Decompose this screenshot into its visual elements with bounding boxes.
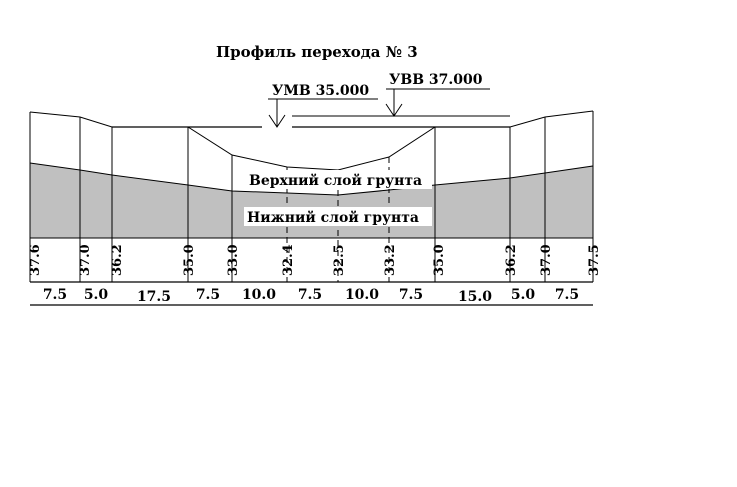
distance-label: 5.0 — [511, 287, 536, 303]
distance-label: 10.0 — [345, 287, 379, 303]
distance-table — [30, 281, 593, 306]
lower-layer-label: Нижний слой грунта — [247, 209, 419, 226]
distance-label: 7.5 — [43, 287, 67, 303]
elevation-label: 35.0 — [432, 244, 447, 276]
distance-label: 15.0 — [458, 289, 492, 305]
elevation-label: 37.0 — [539, 244, 554, 276]
elevation-label: 35.0 — [182, 244, 197, 276]
elevation-label: 33.2 — [383, 244, 398, 276]
ground-surface-line — [29, 110, 594, 171]
elevation-label: 37.6 — [28, 244, 43, 276]
elevation-label: 33.0 — [226, 244, 241, 276]
distance-label: 7.5 — [555, 287, 579, 303]
elevation-label: 36.2 — [504, 244, 519, 276]
distance-label: 5.0 — [84, 287, 109, 303]
elevation-label: 32.4 — [281, 244, 296, 276]
high-water-label: УВВ 37.000 — [389, 72, 483, 88]
distance-label: 17.5 — [137, 289, 171, 305]
low-water-arrow-icon — [268, 114, 286, 128]
high-water-arrow-icon — [385, 103, 403, 117]
distance-labels: 7.5 5.0 17.5 7.5 10.0 7.5 10.0 7.5 15.0 … — [43, 287, 579, 305]
elevation-labels: 37.6 37.0 36.2 35.0 33.0 32.4 32.5 33.2 … — [28, 244, 602, 276]
elevation-label: 37.5 — [587, 244, 602, 276]
distance-label: 7.5 — [298, 287, 322, 303]
diagram-title: Профиль перехода № 3 — [216, 43, 418, 61]
elevation-label: 32.5 — [332, 244, 347, 276]
upper-layer-label-bg — [246, 170, 432, 189]
lower-layer-label-bg — [244, 207, 432, 226]
distance-label: 7.5 — [196, 287, 220, 303]
low-water-label: УМВ 35.000 — [272, 83, 369, 99]
distance-label: 7.5 — [399, 287, 423, 303]
distance-label: 10.0 — [242, 287, 276, 303]
upper-layer-label: Верхний слой грунта — [249, 172, 422, 189]
elevation-label: 36.2 — [110, 244, 125, 276]
elevation-label: 37.0 — [78, 244, 93, 276]
